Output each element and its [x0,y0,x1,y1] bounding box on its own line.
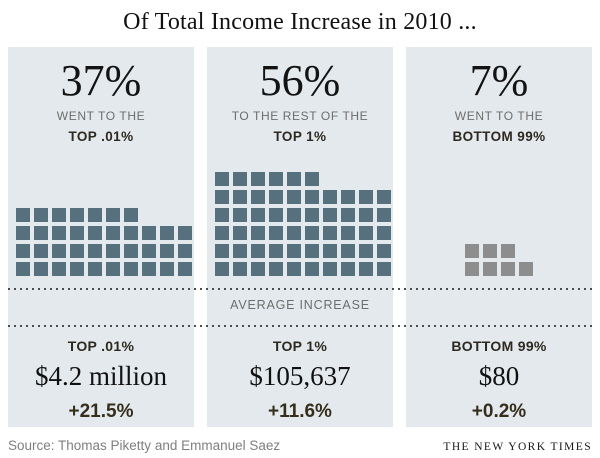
dotted-divider-bottom [8,325,592,327]
waffle-grid-area [207,172,393,285]
percent-value: 56% [259,56,341,105]
percent-caption-line2: BOTTOM 99% [452,129,546,145]
stats-block: TOP .01% $4.2 million +21.5% [8,325,194,423]
panel-rest-of-top1pct: 56% TO THE REST OF THE TOP 1% AVERAGE IN… [207,47,393,427]
panel-bottom-99pct: 7% WENT TO THE BOTTOM 99% BOTTOM 99% $80… [406,47,592,427]
source-credit: Source: Thomas Piketty and Emmanuel Saez [8,438,281,453]
percent-caption-line2: TOP 1% [273,129,327,145]
waffle-grid-top1pct [215,172,393,276]
average-increase-band [406,285,592,325]
stats-block: BOTTOM 99% $80 +0.2% [406,325,592,423]
panel-header: 37% WENT TO THE TOP .01% [8,47,194,174]
stats-block: TOP 1% $105,637 +11.6% [207,325,393,423]
average-increase-label: AVERAGE INCREASE [230,298,370,312]
stat-percent-change: +21.5% [68,401,134,422]
percent-caption-line1: WENT TO THE [56,109,146,124]
footer: Source: Thomas Piketty and Emmanuel Saez… [8,427,592,453]
panels-row: 37% WENT TO THE TOP .01% TOP .01% $4.2 m… [8,47,592,427]
panel-header: 7% WENT TO THE BOTTOM 99% [406,47,592,174]
percent-caption-line2: TOP .01% [68,129,134,145]
percent-value: 7% [469,56,529,105]
waffle-grid-bottom99pct [465,244,533,276]
percent-value: 37% [60,56,142,105]
stat-percent-change: +0.2% [471,401,527,422]
waffle-grid-area [406,174,592,285]
stat-average-value: $80 [478,361,520,391]
stat-average-value: $4.2 million [34,361,167,391]
waffle-grid-top-001pct [16,208,194,276]
stat-average-value: $105,637 [249,361,351,391]
stat-percent-change: +11.6% [268,401,332,422]
chart-title: Of Total Income Increase in 2010 ... [123,9,477,35]
average-increase-band: AVERAGE INCREASE [207,285,393,325]
percent-caption-line1: WENT TO THE [454,109,544,124]
panel-header: 56% TO THE REST OF THE TOP 1% [207,47,393,174]
average-increase-band [8,285,194,325]
waffle-grid-area [8,174,194,285]
dotted-divider-top [8,288,592,290]
nyt-logotype: THE NEW YORK TIMES [443,441,592,453]
stat-group-label: TOP 1% [272,338,328,354]
stat-group-label: BOTTOM 99% [451,338,547,354]
stat-group-label: TOP .01% [67,338,135,354]
panel-top-001pct: 37% WENT TO THE TOP .01% TOP .01% $4.2 m… [8,47,194,427]
percent-caption-line1: TO THE REST OF THE [231,109,369,124]
